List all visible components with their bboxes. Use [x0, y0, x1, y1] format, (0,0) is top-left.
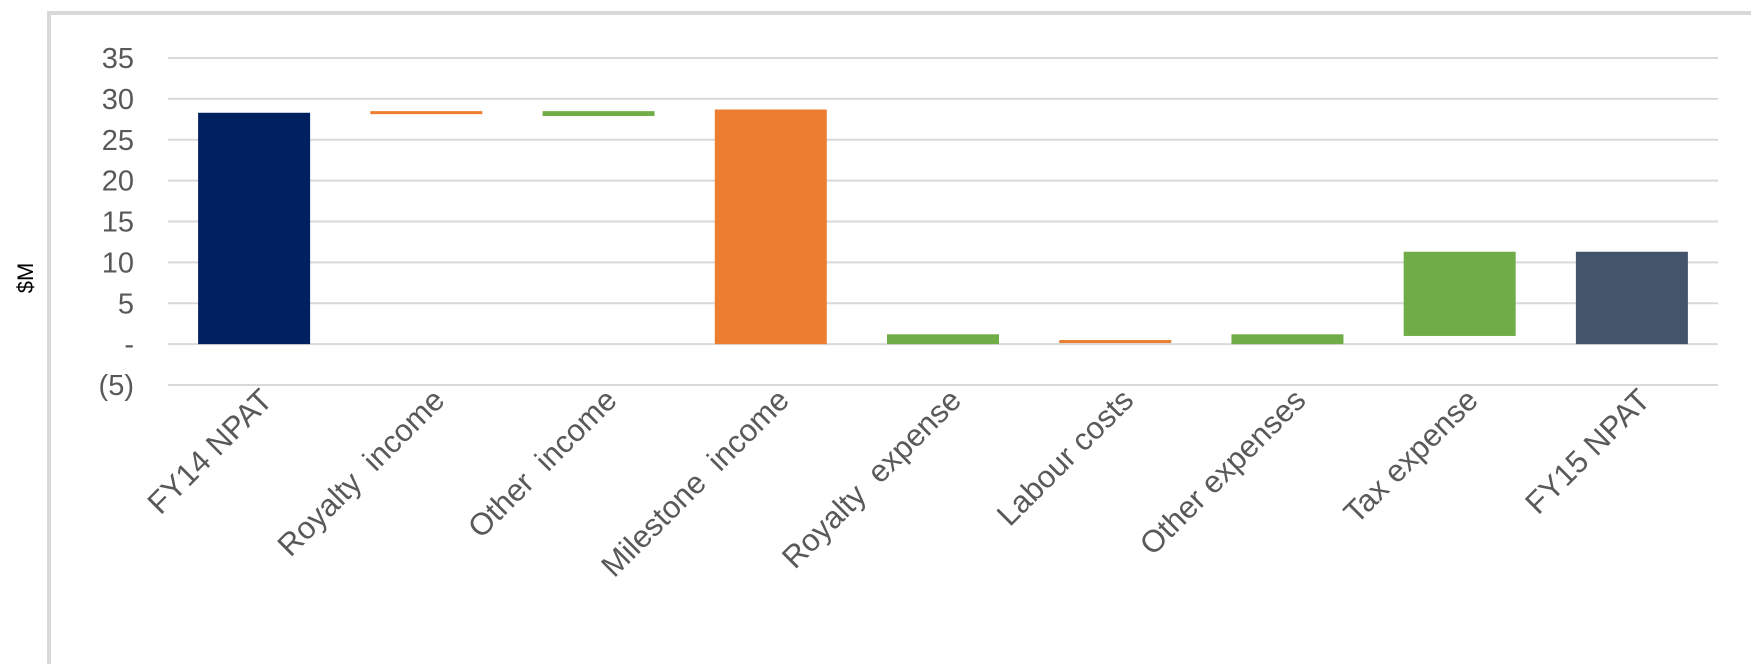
- x-tick-label: Tax expense: [1337, 382, 1485, 530]
- bar-other-income: [542, 111, 655, 117]
- x-tick-label: FY14 NPAT: [141, 382, 279, 520]
- bar-other-expenses: [1231, 334, 1344, 345]
- x-tick-label: FY15 NPAT: [1518, 382, 1656, 520]
- bar-tax-expense: [1403, 251, 1516, 336]
- x-tick-label: Other expenses: [1133, 382, 1313, 562]
- y-axis-ticks: 35 30 25 20 15 10 5 - (5): [99, 43, 134, 402]
- x-tick-label: Other income: [461, 382, 623, 544]
- chart-frame: [47, 11, 1751, 664]
- y-tick-label: 5: [118, 288, 134, 320]
- x-tick-label: Labour costs: [990, 382, 1140, 532]
- bar-fy15-npat: [1575, 251, 1688, 345]
- y-tick-label: 15: [102, 207, 134, 239]
- bars: [198, 109, 1688, 345]
- y-tick-label: 25: [102, 125, 134, 157]
- y-tick-label: 35: [102, 43, 134, 75]
- y-tick-label: 10: [102, 247, 134, 279]
- bar-labour-costs: [1059, 340, 1172, 344]
- x-tick-label: Royalty income: [271, 382, 452, 563]
- y-tick-label: -: [124, 329, 134, 361]
- y-tick-label: 20: [102, 166, 134, 198]
- bar-royalty-expense: [887, 334, 999, 345]
- x-tick-label: Milestone income: [594, 382, 795, 583]
- y-tick-label: 30: [102, 84, 134, 116]
- bar-fy14-npat: [198, 112, 311, 345]
- bar-milestone-income: [714, 109, 827, 345]
- y-tick-label: (5): [99, 370, 134, 402]
- gridlines: [168, 57, 1718, 386]
- x-tick-label: Royalty expense: [775, 382, 968, 575]
- bar-royalty-income: [370, 111, 483, 115]
